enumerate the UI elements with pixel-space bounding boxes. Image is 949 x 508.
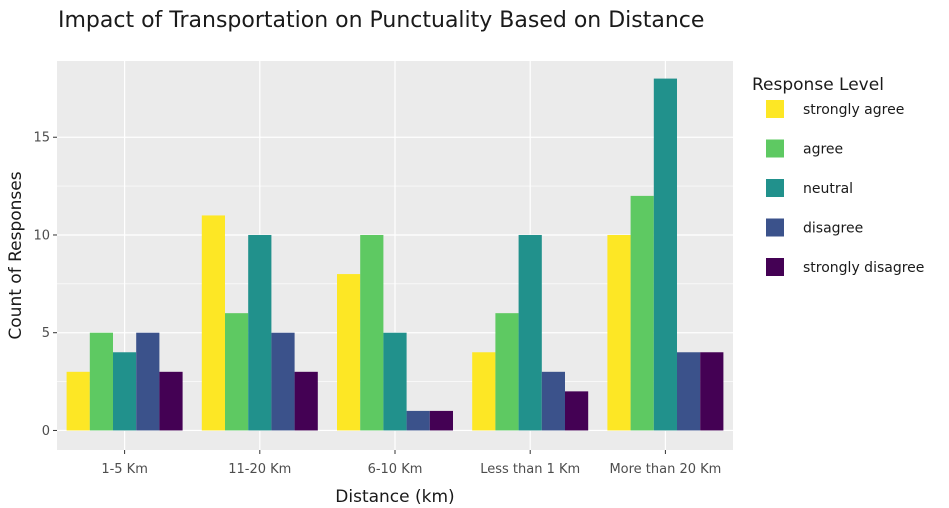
y-tick-label: 15: [33, 131, 50, 146]
bar: [66, 371, 90, 431]
bar: [89, 332, 113, 431]
bar: [225, 313, 249, 431]
legend-label: strongly agree: [803, 102, 904, 118]
legend-key: [766, 179, 784, 197]
bar: [630, 195, 654, 431]
legend-label: agree: [803, 142, 843, 158]
bar: [360, 234, 384, 431]
x-axis-title: Distance (km): [335, 487, 454, 507]
bar: [472, 352, 496, 431]
bar: [294, 371, 318, 431]
bar: [113, 352, 137, 431]
chart-title: Impact of Transportation on Punctuality …: [58, 8, 705, 33]
y-axis-title: Count of Responses: [6, 171, 26, 339]
bar: [541, 371, 565, 431]
y-tick-label: 10: [33, 228, 50, 243]
bar: [653, 78, 677, 431]
y-tick-label: 5: [42, 326, 50, 341]
x-tick-label: Less than 1 Km: [480, 462, 580, 477]
bar: [677, 352, 701, 431]
legend-key: [766, 218, 784, 237]
legend-title: Response Level: [752, 75, 884, 95]
x-tick-label: 6-10 Km: [368, 462, 423, 477]
x-tick-label: 11-20 Km: [228, 462, 291, 477]
bars: [66, 78, 724, 431]
bar: [383, 332, 407, 431]
bar: [607, 234, 631, 431]
legend-label: neutral: [803, 181, 853, 197]
bar: [201, 215, 225, 431]
bar: [159, 371, 183, 431]
x-tick-label: 1-5 Km: [101, 462, 148, 477]
y-axis: 0 5 10 15: [33, 131, 57, 439]
bar: [271, 332, 295, 431]
legend-key: [766, 258, 784, 276]
bar: [565, 391, 589, 431]
legend-label: disagree: [803, 221, 863, 237]
bar: [700, 352, 724, 431]
bar: [337, 274, 361, 431]
x-tick-label: More than 20 Km: [609, 462, 721, 477]
legend: Response Level strongly agree agree neutra…: [752, 75, 924, 276]
legend-key: [766, 139, 784, 158]
bar: [518, 234, 542, 431]
x-axis: 1-5 Km 11-20 Km 6-10 Km Less than 1 Km More …: [101, 450, 721, 477]
legend-label: strongly disagree: [803, 260, 924, 276]
bar: [495, 313, 519, 431]
legend-key: [766, 100, 784, 118]
bar: [136, 332, 160, 431]
y-tick-label: 0: [42, 424, 50, 439]
bar: [406, 410, 430, 431]
bar: [429, 410, 453, 431]
bar: [248, 234, 272, 431]
